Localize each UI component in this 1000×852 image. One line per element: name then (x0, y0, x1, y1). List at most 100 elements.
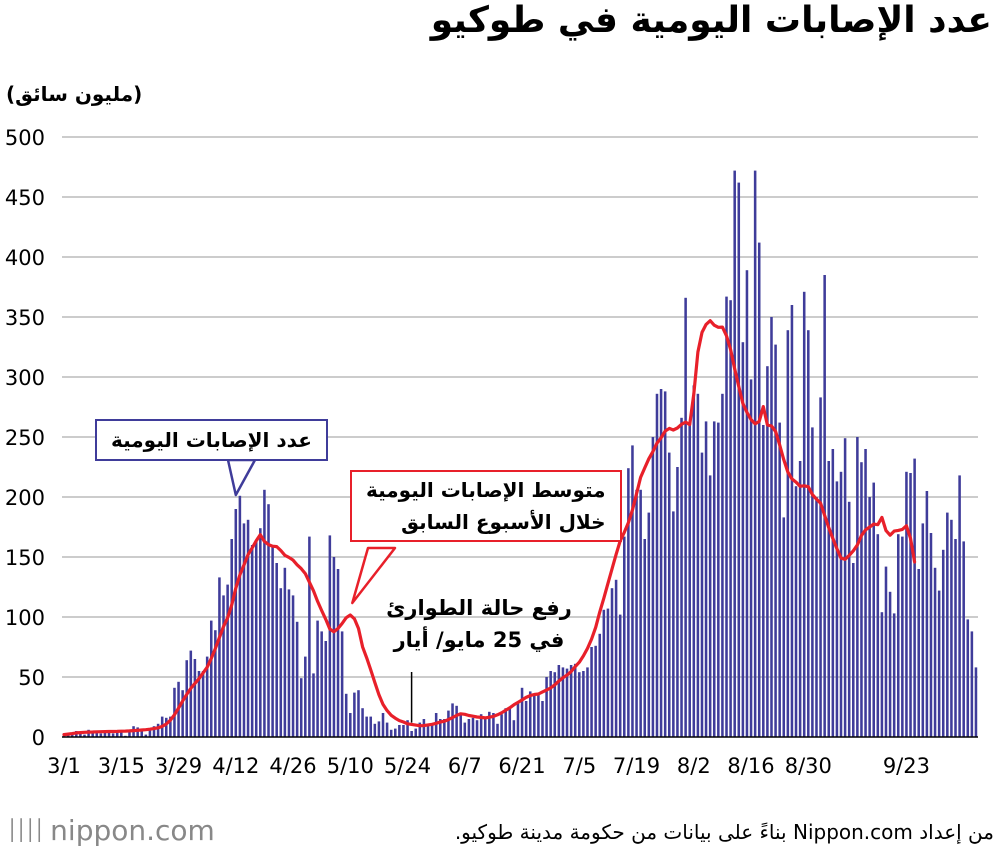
x-tick-label-13: 8/30 (785, 754, 832, 778)
y-tick-label-0: 0 (32, 726, 45, 750)
bar-140 (635, 489, 638, 737)
y-axis-unit-label: (مليون سائق) (6, 82, 143, 106)
bar-219 (958, 475, 961, 737)
bar-202 (888, 591, 892, 737)
daily-cases-callout: عدد الإصابات اليومية (95, 419, 328, 461)
bar-69 (344, 693, 348, 737)
bar-128 (586, 667, 589, 737)
x-tick-label-5: 5/10 (327, 754, 374, 778)
bar-154 (692, 385, 696, 737)
bar-87 (418, 722, 422, 737)
bar-221 (966, 619, 970, 737)
bar-74 (365, 716, 368, 737)
bar-121 (557, 665, 561, 737)
bar-175 (778, 422, 781, 737)
bar-131 (598, 633, 602, 737)
daily-cases-chart: 0 50 100 150 200 250 300 350 400 450 500 3/1 3/15 3/2… (5, 126, 978, 778)
x-tick-label-9: 7/5 (562, 754, 596, 778)
bar-127 (582, 671, 585, 737)
bar-147 (663, 391, 667, 737)
bar-158 (708, 475, 712, 737)
bar-38 (218, 577, 221, 737)
bar-7 (91, 731, 94, 737)
bar-157 (704, 421, 708, 737)
bar-108 (504, 708, 507, 737)
bar-120 (553, 672, 557, 737)
nippon-logo-text: nippon.com (50, 814, 215, 847)
bar-143 (647, 512, 651, 737)
bar-66 (332, 557, 336, 737)
bar-40 (226, 584, 229, 737)
bar-100 (471, 717, 475, 737)
bar-167 (745, 270, 749, 737)
bar-171 (762, 425, 765, 737)
bar-211 (925, 491, 929, 737)
bar-80 (389, 729, 393, 737)
bar-114 (528, 691, 532, 737)
bar-217 (950, 519, 953, 737)
bar-29 (181, 690, 184, 737)
bar-67 (336, 569, 340, 737)
bar-8 (95, 732, 99, 737)
bar-81 (394, 728, 397, 737)
bar-186 (823, 275, 826, 737)
bar-106 (496, 723, 499, 737)
bar-134 (610, 588, 614, 737)
y-tick-label-500: 500 (5, 126, 45, 150)
bar-43 (238, 495, 242, 737)
bar-185 (819, 397, 822, 737)
bar-189 (835, 481, 839, 737)
bar-36 (209, 620, 213, 737)
bar-148 (667, 452, 671, 737)
bar-97 (459, 713, 462, 737)
bar-195 (860, 462, 863, 737)
x-tick-label-12: 8/16 (727, 754, 774, 778)
bar-48 (259, 528, 262, 737)
bar-71 (353, 692, 356, 737)
footer: ││││ nippon.com من إعداد Nippon.com بناءً… (0, 812, 1000, 852)
bar-123 (565, 668, 569, 737)
bar-82 (398, 725, 401, 737)
bar-30 (185, 660, 188, 737)
bar-139 (631, 445, 634, 737)
bar-190 (839, 471, 843, 737)
bar-96 (455, 705, 458, 737)
bar-113 (524, 701, 528, 737)
bar-212 (929, 533, 933, 737)
bar-138 (627, 468, 630, 737)
bar-23 (156, 723, 160, 737)
bar-203 (892, 613, 896, 737)
bar-73 (361, 708, 364, 737)
bar-137 (623, 536, 626, 737)
bar-162 (725, 296, 728, 737)
bar-54 (283, 567, 287, 737)
bar-102 (479, 714, 483, 737)
bar-174 (774, 344, 777, 737)
bar-25 (165, 717, 168, 737)
bar-44 (242, 523, 246, 737)
bar-51 (271, 545, 274, 737)
bar-126 (578, 672, 581, 737)
nippon-logo-bars-icon: ││││ (6, 818, 45, 842)
weekly-average-callout: متوسط الإصابات اليومية خلال الأسبوع السا… (350, 470, 622, 542)
bar-86 (414, 728, 417, 737)
x-tick-label-10: 7/19 (613, 754, 660, 778)
bar-14 (120, 732, 123, 737)
bar-193 (852, 563, 855, 737)
bar-62 (316, 620, 319, 737)
bar-188 (831, 449, 835, 737)
bar-13 (115, 731, 119, 737)
bar-209 (917, 569, 920, 737)
bar-32 (193, 659, 197, 737)
bar-204 (896, 534, 900, 737)
nippon-logo[interactable]: ││││ nippon.com (6, 814, 215, 847)
bar-220 (962, 541, 965, 737)
bar-214 (937, 590, 941, 737)
bar-136 (618, 614, 622, 737)
bar-182 (807, 330, 810, 737)
bar-153 (688, 425, 691, 737)
bar-20 (144, 734, 148, 737)
bar-192 (847, 501, 851, 737)
bar-135 (614, 579, 618, 737)
bar-53 (279, 588, 283, 737)
